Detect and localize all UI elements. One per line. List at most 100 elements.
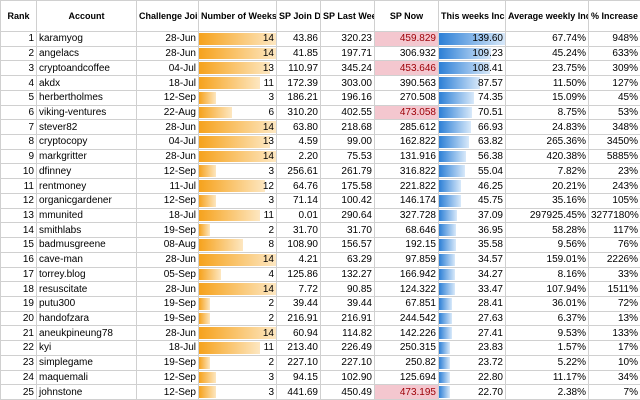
weeks-bar <box>199 312 210 325</box>
weeks-value: 14 <box>262 151 274 163</box>
header-weeks: Number of Weeks on league <box>198 0 277 32</box>
weeks-cell: 3 <box>198 384 277 400</box>
avg-increase-cell: 67.74% <box>505 31 589 47</box>
join-date-cell: 28-Jun <box>136 119 199 136</box>
increase-value: 27.41 <box>477 327 503 339</box>
increase-bar <box>439 342 451 354</box>
sp-last-cell: 227.10 <box>320 354 375 371</box>
rank-cell: 12 <box>0 192 37 209</box>
increase-bar <box>439 77 481 89</box>
table-row: 16 cave-man 28-Jun 14 4.21 63.29 97.859 34.57 15… <box>0 251 640 268</box>
pct-increase-cell: 34% <box>588 369 640 386</box>
increase-bar <box>439 268 456 281</box>
join-date-cell: 28-Jun <box>136 325 199 342</box>
rank-cell: 21 <box>0 325 37 342</box>
sp-now-cell: 131.916 <box>374 148 439 165</box>
avg-increase-cell: 9.56% <box>505 237 589 253</box>
sp-now-cell: 453.646 <box>374 60 439 77</box>
increase-cell: 74.35 <box>438 89 506 106</box>
pct-increase-cell: 633% <box>588 45 640 62</box>
sp-now-cell: 68.646 <box>374 222 439 239</box>
increase-value: 46.25 <box>477 180 503 192</box>
increase-cell: 34.27 <box>438 266 506 283</box>
increase-value: 34.27 <box>477 268 503 280</box>
join-date-cell: 28-Jun <box>136 148 199 165</box>
table-row: 8 cryptocopy 04-Jul 13 4.59 99.00 162.822 63.82… <box>0 134 640 150</box>
weeks-value: 2 <box>268 357 274 369</box>
sp-last-cell: 132.27 <box>320 266 375 283</box>
increase-value: 34.57 <box>477 254 503 266</box>
increase-cell: 56.38 <box>438 148 506 165</box>
account-cell: smithlabs <box>36 222 137 239</box>
sp-last-cell: 100.42 <box>320 192 375 209</box>
sp-last-cell: 75.53 <box>320 148 375 165</box>
weeks-value: 2 <box>268 313 274 325</box>
increase-bar <box>439 121 471 134</box>
increase-bar <box>439 91 475 104</box>
sp-join-cell: 227.10 <box>276 354 321 371</box>
sp-now-cell: 285.612 <box>374 119 439 136</box>
avg-increase-cell: 11.50% <box>505 75 589 91</box>
join-date-cell: 19-Sep <box>136 354 199 371</box>
rank-cell: 18 <box>0 281 37 297</box>
table-row: 13 mmunited 18-Jul 11 0.01 290.64 327.728 37.09… <box>0 207 640 224</box>
weeks-value: 4 <box>268 268 274 280</box>
sp-now-cell: 67.851 <box>374 295 439 312</box>
table-row: 25 johnstone 12-Sep 3 441.69 450.49 473.195 22.… <box>0 384 640 400</box>
join-date-cell: 11-Jul <box>136 178 199 194</box>
weeks-cell: 14 <box>198 31 277 47</box>
weeks-cell: 2 <box>198 310 277 327</box>
pct-increase-cell: 7% <box>588 384 640 400</box>
weeks-value: 12 <box>262 180 274 192</box>
weeks-cell: 3 <box>198 89 277 106</box>
increase-cell: 22.80 <box>438 369 506 386</box>
account-cell: aneukpineung78 <box>36 325 137 342</box>
weeks-cell: 2 <box>198 354 277 371</box>
increase-bar <box>439 327 452 340</box>
sp-last-cell: 345.24 <box>320 60 375 77</box>
sp-now-cell: 125.694 <box>374 369 439 386</box>
pct-increase-cell: 133% <box>588 325 640 342</box>
sp-join-cell: 39.44 <box>276 295 321 312</box>
account-cell: badmusgreene <box>36 237 137 253</box>
sp-join-cell: 441.69 <box>276 384 321 400</box>
weeks-cell: 11 <box>198 340 277 356</box>
weeks-value: 11 <box>263 77 274 89</box>
table-row: 21 aneukpineung78 28-Jun 14 60.94 114.82 142.2… <box>0 325 640 342</box>
sp-join-cell: 63.80 <box>276 119 321 136</box>
join-date-cell: 04-Jul <box>136 134 199 150</box>
sp-last-cell: 261.79 <box>320 163 375 180</box>
avg-increase-cell: 24.83% <box>505 119 589 136</box>
pct-increase-cell: 23% <box>588 163 640 180</box>
header-pct-increase: % Increase todate <box>588 0 640 32</box>
sp-join-cell: 213.40 <box>276 340 321 356</box>
account-cell: viking-ventures <box>36 104 137 121</box>
sp-last-cell: 216.91 <box>320 310 375 327</box>
weeks-value: 6 <box>268 106 274 118</box>
join-date-cell: 08-Aug <box>136 237 199 253</box>
avg-increase-cell: 58.28% <box>505 222 589 239</box>
account-cell: herbertholmes <box>36 89 137 106</box>
sp-last-cell: 196.16 <box>320 89 375 106</box>
table-row: 7 stever82 28-Jun 14 63.80 218.68 285.612 66.93… <box>0 119 640 136</box>
weeks-cell: 13 <box>198 60 277 77</box>
increase-bar <box>439 194 461 207</box>
sp-last-cell: 290.64 <box>320 207 375 224</box>
increase-bar <box>439 253 456 266</box>
join-date-cell: 12-Sep <box>136 384 199 400</box>
increase-value: 28.41 <box>477 298 503 310</box>
pct-increase-cell: 948% <box>588 31 640 47</box>
weeks-cell: 3 <box>198 163 277 180</box>
increase-value: 74.35 <box>477 92 503 104</box>
pct-increase-cell: 309% <box>588 60 640 77</box>
weeks-value: 2 <box>268 224 274 236</box>
account-cell: johnstone <box>36 384 137 400</box>
table-row: 19 putu300 19-Sep 2 39.44 39.44 67.851 28.41 36.… <box>0 295 640 312</box>
increase-value: 22.70 <box>477 386 503 398</box>
increase-bar <box>439 136 470 148</box>
pct-increase-cell: 105% <box>588 192 640 209</box>
increase-cell: 46.25 <box>438 178 506 194</box>
increase-cell: 87.57 <box>438 75 506 91</box>
avg-increase-cell: 11.17% <box>505 369 589 386</box>
